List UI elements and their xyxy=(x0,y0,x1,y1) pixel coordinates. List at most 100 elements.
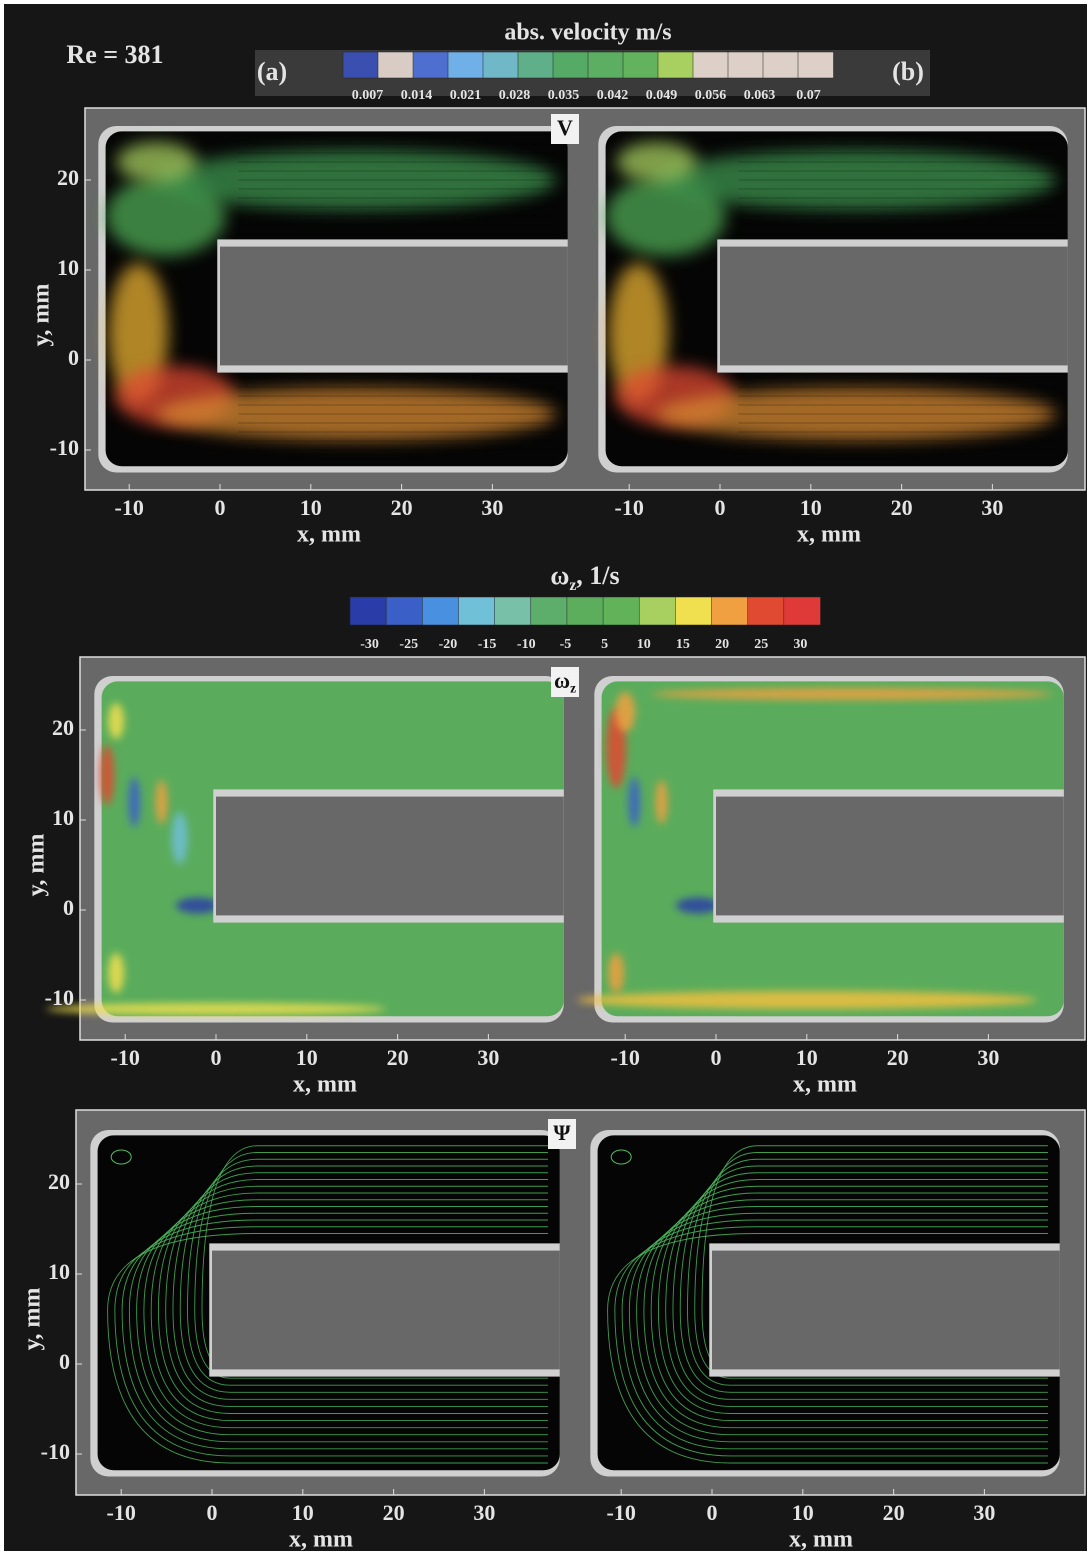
x-tick-label: 30 xyxy=(977,1045,999,1070)
x-tick-label: -10 xyxy=(615,495,644,520)
x-tick-label: 0 xyxy=(215,495,226,520)
x-axis-label: x, mm xyxy=(789,1527,853,1553)
vorticity-blob xyxy=(577,991,1037,1009)
x-tick-label: 0 xyxy=(211,1045,222,1070)
colorbar-swatch xyxy=(343,52,379,78)
re-label: Re = 381 xyxy=(66,40,163,69)
colorbar-title: ωz, 1/s xyxy=(550,561,619,593)
x-tick-label: -10 xyxy=(607,1500,636,1525)
panel-label-symbol: V xyxy=(557,115,573,140)
vorticity-blob xyxy=(615,692,635,732)
colorbar-swatch xyxy=(518,52,554,78)
velocity-blob xyxy=(616,142,696,182)
x-tick-label: 10 xyxy=(296,1045,318,1070)
vorticity-blob xyxy=(172,812,188,864)
colorbar-swatch xyxy=(603,597,640,625)
colorbar-tick-label: 0.056 xyxy=(695,88,727,103)
x-tick-label: -10 xyxy=(111,1045,140,1070)
colorbar-swatch xyxy=(748,597,785,625)
colorbar-swatch xyxy=(784,597,821,625)
vorticity-blob xyxy=(176,898,220,914)
colorbar-tick-label: 0.014 xyxy=(401,88,433,103)
x-tick-label: 10 xyxy=(796,1045,818,1070)
y-tick-label: -10 xyxy=(41,1439,70,1464)
colorbar-tick-label: 10 xyxy=(637,637,651,652)
vorticity-blob xyxy=(652,688,1052,700)
x-tick-label: 30 xyxy=(981,495,1003,520)
figure: Re = 381 (a)(b)0.0070.0140.0210.0280.035… xyxy=(0,0,1091,1555)
colorbar-swatch xyxy=(495,597,532,625)
inner-block xyxy=(716,797,1064,916)
x-tick-label: 0 xyxy=(207,1500,218,1525)
x-tick-label: 20 xyxy=(887,1045,909,1070)
x-tick-label: 20 xyxy=(883,1500,905,1525)
colorbar-tick-label: 0.028 xyxy=(499,88,531,103)
colorbar-swatch xyxy=(798,52,834,78)
y-tick-label: 0 xyxy=(68,345,79,370)
colorbar-tick-label: 30 xyxy=(793,637,807,652)
label-a: (a) xyxy=(257,57,287,86)
x-axis-label: x, mm xyxy=(297,522,361,548)
vorticity-blob xyxy=(128,777,140,827)
colorbar-swatch xyxy=(350,597,387,625)
x-tick-label: 20 xyxy=(383,1500,405,1525)
colorbar-swatch xyxy=(693,52,729,78)
panel-label: Ψ xyxy=(553,1120,571,1145)
panel-label: V xyxy=(557,115,573,140)
x-tick-label: 0 xyxy=(715,495,726,520)
x-tick-label: 20 xyxy=(387,1045,409,1070)
inner-block xyxy=(712,1251,1060,1370)
colorbar-swatch xyxy=(448,52,484,78)
y-tick-label: -10 xyxy=(50,435,79,460)
colorbar-swatch xyxy=(763,52,799,78)
y-tick-label: 10 xyxy=(48,1259,70,1284)
vorticity-blob xyxy=(676,898,720,914)
y-axis-label: y, mm xyxy=(24,834,50,897)
y-axis-label: y, mm xyxy=(29,284,55,347)
colorbar-swatch xyxy=(675,597,712,625)
x-tick-label: -10 xyxy=(611,1045,640,1070)
x-axis-label: x, mm xyxy=(289,1527,353,1553)
x-tick-label: 10 xyxy=(292,1500,314,1525)
x-axis-label: x, mm xyxy=(793,1072,857,1098)
label-b: (b) xyxy=(892,57,924,86)
inner-block xyxy=(220,247,568,366)
vorticity-blob xyxy=(156,780,168,824)
colorbar-tick-label: 5 xyxy=(601,637,608,652)
colorbar-tick-label: -15 xyxy=(478,637,497,652)
colorbar-tick-label: -25 xyxy=(399,637,418,652)
colorbar-tick-label: 0.035 xyxy=(548,88,580,103)
colorbar-swatch xyxy=(639,597,676,625)
x-tick-label: 20 xyxy=(391,495,413,520)
colorbar-tick-label: 0.007 xyxy=(352,88,384,103)
y-axis-label: y, mm xyxy=(20,1288,46,1351)
x-tick-label: -10 xyxy=(107,1500,136,1525)
colorbar-swatch xyxy=(483,52,519,78)
vorticity-blob xyxy=(46,1003,386,1015)
x-tick-label: 30 xyxy=(477,1045,499,1070)
y-tick-label: 0 xyxy=(63,895,74,920)
x-tick-label: 0 xyxy=(707,1500,718,1525)
vorticity-blob xyxy=(108,953,124,993)
inner-block xyxy=(212,1251,560,1370)
colorbar-swatch xyxy=(712,597,749,625)
colorbar-swatch xyxy=(658,52,694,78)
colorbar-swatch xyxy=(553,52,589,78)
x-tick-label: 20 xyxy=(891,495,913,520)
colorbar-swatch xyxy=(728,52,764,78)
y-tick-label: 0 xyxy=(59,1349,70,1374)
y-tick-label: 10 xyxy=(52,805,74,830)
y-tick-label: 20 xyxy=(52,715,74,740)
y-tick-label: 10 xyxy=(57,255,79,280)
colorbar-swatch xyxy=(458,597,495,625)
colorbar-tick-label: 25 xyxy=(754,637,768,652)
x-tick-label: 30 xyxy=(481,495,503,520)
vorticity-blob xyxy=(100,745,114,805)
x-tick-label: 10 xyxy=(300,495,322,520)
colorbar-tick-label: -10 xyxy=(517,637,536,652)
inner-block xyxy=(720,247,1068,366)
x-tick-label: 30 xyxy=(473,1500,495,1525)
x-axis-label: x, mm xyxy=(797,522,861,548)
x-tick-label: -10 xyxy=(115,495,144,520)
x-axis-label: x, mm xyxy=(293,1072,357,1098)
